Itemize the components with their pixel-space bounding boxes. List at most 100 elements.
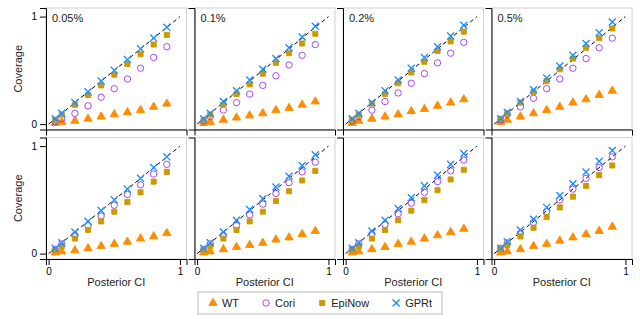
series	[201, 168, 318, 253]
point	[150, 171, 156, 177]
point	[595, 90, 603, 97]
point	[543, 74, 550, 81]
point	[137, 182, 143, 188]
panel: 0.2%	[337, 8, 484, 136]
point	[298, 229, 306, 236]
x-axis-title: Posterior CI	[384, 276, 442, 288]
point	[422, 197, 427, 202]
reference-line	[197, 17, 328, 125]
point	[71, 246, 79, 253]
series	[497, 18, 616, 122]
point	[299, 52, 305, 58]
point	[434, 178, 440, 184]
plot-frame	[492, 138, 633, 260]
point	[246, 91, 252, 97]
x-axis: 01	[492, 259, 633, 277]
y-tick-label: 0	[31, 119, 37, 130]
point	[272, 183, 279, 190]
point	[583, 55, 589, 61]
point	[421, 189, 427, 195]
point	[448, 177, 453, 182]
point	[273, 198, 278, 203]
plot-frame	[195, 8, 336, 130]
point	[311, 97, 319, 104]
legend-symbol	[263, 300, 269, 306]
point	[312, 41, 318, 47]
point	[433, 231, 441, 238]
point	[516, 245, 524, 252]
point	[200, 245, 207, 252]
point	[609, 35, 615, 41]
reference-line	[49, 17, 180, 125]
legend: WTCoriEpiNowGPRt	[198, 292, 442, 314]
x-tick-mark	[180, 259, 181, 265]
series	[52, 153, 171, 251]
x-axis-line	[492, 130, 633, 136]
point	[164, 169, 169, 174]
point	[597, 36, 602, 41]
point	[542, 105, 550, 112]
point	[299, 34, 306, 41]
y-axis	[486, 138, 493, 260]
y-axis-line	[189, 9, 196, 131]
point	[163, 24, 170, 31]
point	[247, 219, 252, 224]
point	[382, 98, 388, 104]
series	[497, 147, 616, 252]
point	[530, 216, 537, 223]
point	[312, 151, 319, 158]
point	[111, 67, 118, 74]
point	[421, 182, 428, 189]
plot-frame	[46, 138, 187, 260]
point	[138, 190, 143, 195]
x-axis: 01	[195, 259, 336, 277]
point	[286, 189, 291, 194]
point	[609, 154, 615, 160]
series	[51, 99, 171, 126]
plot-area	[346, 146, 477, 255]
point	[84, 243, 92, 250]
point	[137, 175, 144, 182]
point	[98, 94, 104, 100]
point	[207, 239, 214, 246]
point	[136, 105, 144, 112]
point	[286, 51, 291, 56]
point	[461, 39, 467, 45]
point	[299, 162, 306, 169]
point	[232, 113, 240, 120]
y-axis-line	[337, 138, 344, 260]
point	[381, 242, 389, 249]
point	[123, 237, 131, 244]
point	[582, 229, 590, 236]
x-axis	[344, 130, 485, 136]
point	[530, 95, 536, 101]
y-axis	[337, 9, 344, 131]
point	[518, 234, 523, 239]
panel-title: 0.2%	[349, 12, 374, 24]
point	[52, 245, 59, 252]
legend-frame	[198, 292, 442, 314]
point	[596, 45, 602, 51]
point	[395, 77, 402, 84]
point	[609, 147, 616, 154]
point	[557, 205, 562, 210]
panel: 0101Posterior CICoverage	[12, 138, 187, 289]
series	[348, 95, 468, 126]
point	[220, 229, 227, 236]
series	[200, 151, 319, 252]
legend-items: WTCoriEpiNowGPRt	[209, 297, 432, 309]
point	[85, 227, 90, 232]
point	[368, 245, 376, 252]
point	[530, 219, 536, 225]
panel-title: 0.1%	[201, 12, 226, 24]
x-axis-title: Posterior CI	[533, 276, 591, 288]
plot-area	[49, 17, 180, 126]
point	[542, 239, 550, 246]
x-axis	[47, 130, 188, 136]
point	[150, 102, 158, 109]
series	[52, 161, 170, 252]
point	[72, 110, 78, 116]
plot-area	[49, 146, 180, 255]
series	[349, 150, 468, 252]
point	[349, 246, 355, 252]
